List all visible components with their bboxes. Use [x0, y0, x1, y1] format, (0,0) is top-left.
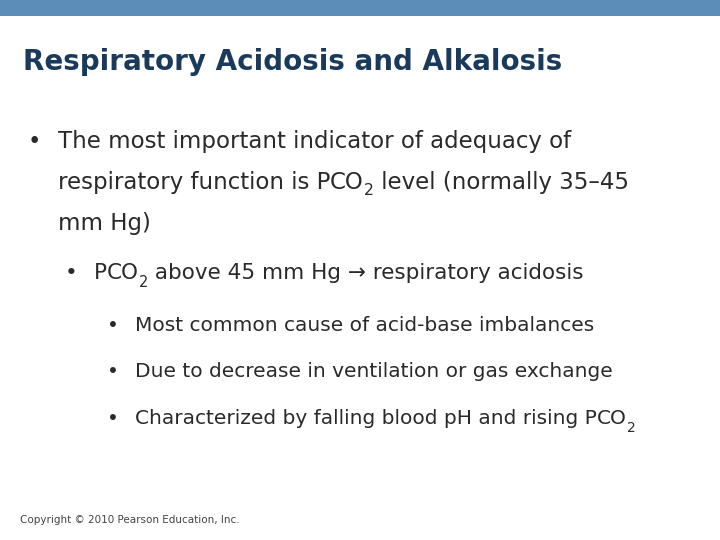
Text: mm Hg): mm Hg)	[58, 212, 150, 235]
Text: •: •	[107, 409, 118, 428]
Text: respiratory function is P: respiratory function is P	[58, 171, 330, 194]
Text: •: •	[107, 316, 118, 335]
Text: Copyright © 2010 Pearson Education, Inc.: Copyright © 2010 Pearson Education, Inc.	[20, 515, 240, 525]
Text: •: •	[27, 130, 41, 153]
Text: •: •	[65, 263, 78, 283]
Text: 2: 2	[138, 275, 148, 290]
Text: CO: CO	[330, 171, 364, 194]
Text: CO: CO	[597, 409, 627, 428]
Text: Respiratory Acidosis and Alkalosis: Respiratory Acidosis and Alkalosis	[23, 48, 562, 76]
Text: P: P	[94, 263, 107, 283]
Text: Due to decrease in ventilation or gas exchange: Due to decrease in ventilation or gas ex…	[135, 362, 613, 381]
Text: CO: CO	[107, 263, 138, 283]
Text: level (normally 35–45: level (normally 35–45	[374, 171, 629, 194]
Text: 2: 2	[627, 421, 636, 435]
Text: 2: 2	[364, 183, 374, 198]
Text: Most common cause of acid-base imbalances: Most common cause of acid-base imbalance…	[135, 316, 595, 335]
Text: The most important indicator of adequacy of: The most important indicator of adequacy…	[58, 130, 571, 153]
Text: Characterized by falling blood pH and rising P: Characterized by falling blood pH and ri…	[135, 409, 597, 428]
Bar	[0, 0, 720, 16]
Text: above 45 mm Hg → respiratory acidosis: above 45 mm Hg → respiratory acidosis	[148, 263, 583, 283]
Text: •: •	[107, 362, 118, 381]
